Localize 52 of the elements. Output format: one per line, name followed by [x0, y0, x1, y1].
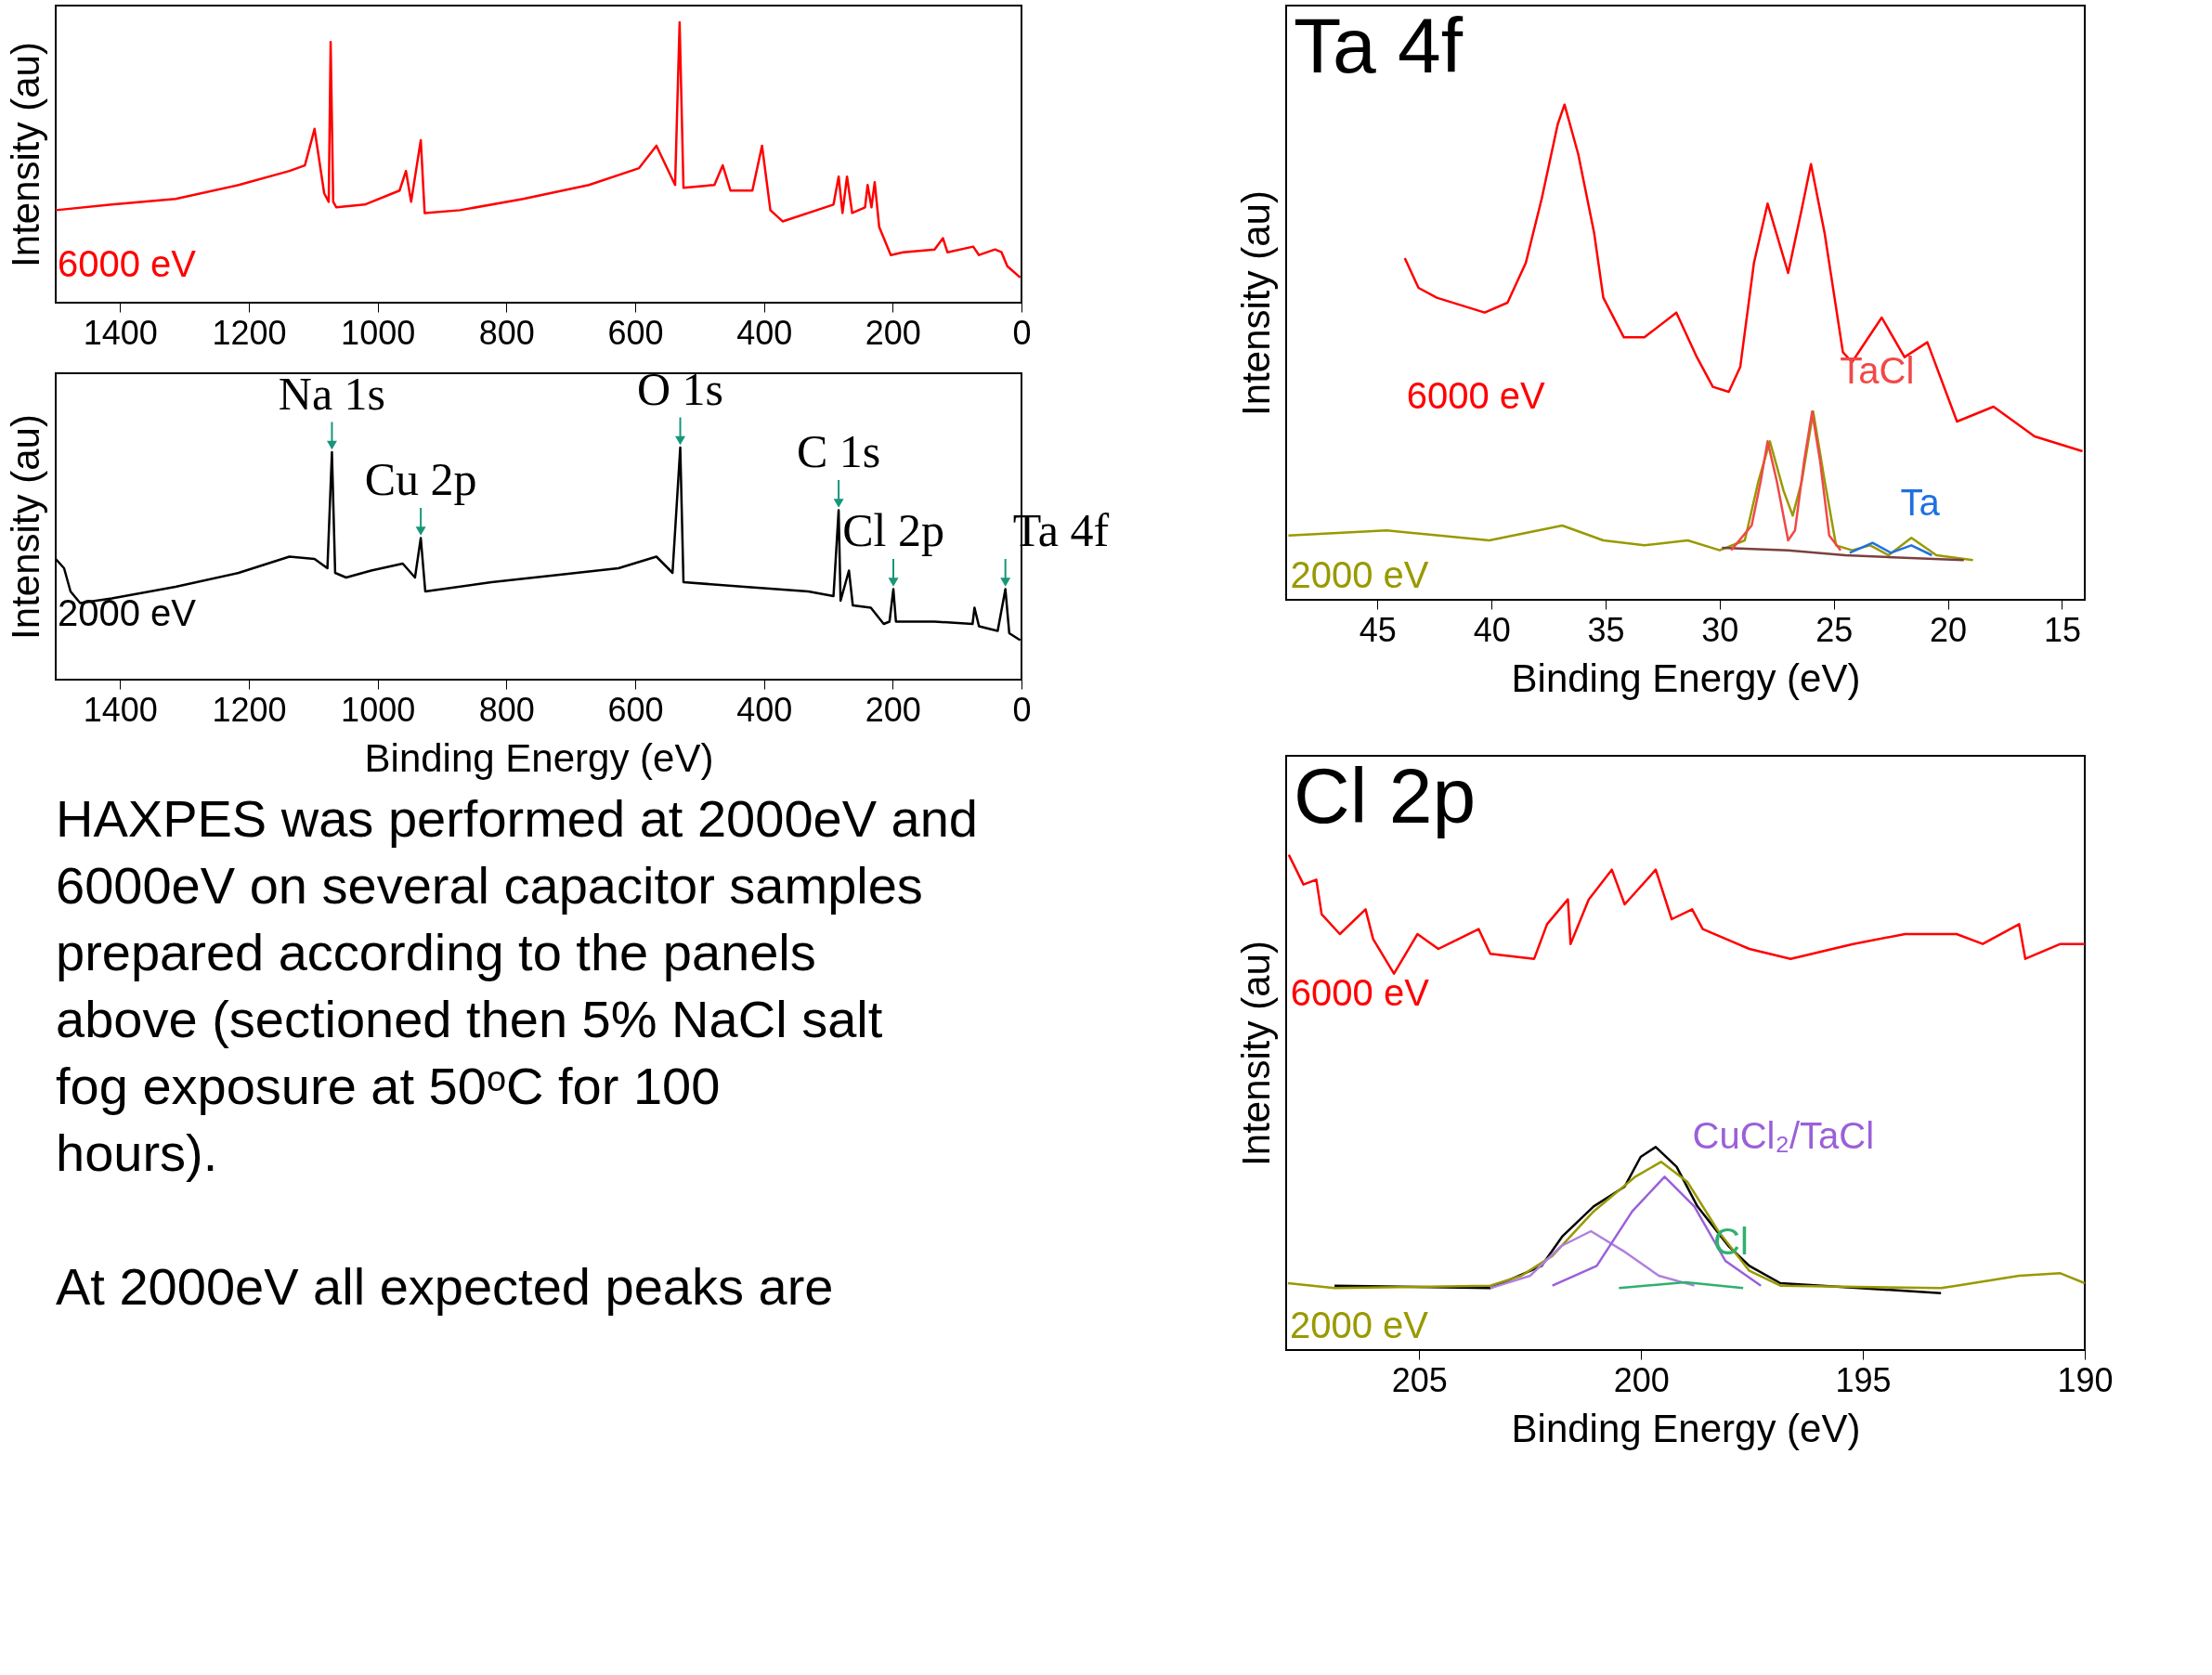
- x-tick-label: 200: [865, 313, 921, 352]
- text: 6000 eV: [1406, 375, 1546, 416]
- chart-title: Ta 4f: [1294, 2, 1464, 89]
- series-label: 2000 eV: [58, 592, 197, 633]
- x-tick-label: 1400: [83, 690, 158, 729]
- x-tick-label: 0: [1012, 313, 1032, 352]
- series-label: TaCl: [1840, 350, 1915, 392]
- x-tick-label: 35: [1587, 610, 1625, 649]
- series-label: CuCl₂/TaCl: [1692, 1115, 1875, 1157]
- x-axis-title: Binding Energy (eV): [364, 735, 714, 780]
- series-label: 2000 eV: [1289, 1305, 1429, 1345]
- series-label: Ta: [1900, 481, 1941, 523]
- x-tick-label: 800: [478, 313, 535, 352]
- x-tick-label: 1000: [341, 313, 416, 352]
- text: HAXPES was performed at 2000eV and 6000eV on several capacitor samples prepared according to the panels above (sectioned then 5% NaCl salt fog exposure at 50ᵒC for 100 hours).: [56, 789, 979, 1182]
- x-tick-label: 0: [1012, 690, 1032, 729]
- y-axis-title: Intensity (au): [1233, 941, 1278, 1166]
- x-tick-label: 1400: [83, 313, 158, 352]
- x-tick-label: 1000: [341, 690, 416, 729]
- annotation: Na 1s: [278, 367, 386, 420]
- x-tick-label: 200: [865, 690, 921, 729]
- x-tick-label: 1200: [212, 313, 287, 352]
- x-tick-label: 25: [1815, 610, 1854, 649]
- x-tick-label: 600: [607, 313, 664, 352]
- series-label: 2000 eV: [1290, 554, 1429, 595]
- x-tick-label: 1200: [212, 690, 287, 729]
- y-axis-title: Intensity (au): [1233, 190, 1278, 416]
- x-tick-label: 45: [1359, 610, 1397, 649]
- chart-title: Cl 2p: [1294, 752, 1477, 839]
- x-tick-label: 190: [2057, 1360, 2114, 1399]
- y-axis-title: Intensity (au): [3, 414, 47, 640]
- series-label: 6000 eV: [58, 243, 197, 285]
- annotation: Cu 2p: [364, 453, 477, 505]
- x-tick-label: 600: [607, 690, 664, 729]
- x-tick-label: 200: [1613, 1360, 1670, 1399]
- annotation: O 1s: [636, 362, 724, 415]
- x-tick-label: 15: [2043, 610, 2081, 649]
- y-axis-title: Intensity (au): [3, 42, 47, 267]
- x-tick-label: 400: [736, 690, 793, 729]
- annotation: C 1s: [796, 425, 881, 477]
- annotation: Cl 2p: [842, 504, 944, 556]
- x-axis-title: Binding Energy (eV): [1511, 656, 1861, 700]
- x-tick-label: 400: [736, 313, 793, 352]
- x-tick-label: 205: [1391, 1360, 1448, 1399]
- text: At 2000eV all expected peaks are: [56, 1257, 834, 1316]
- x-axis-title: Binding Energy (eV): [1511, 1406, 1861, 1450]
- x-tick-label: 40: [1473, 610, 1511, 649]
- series-label: 6000 eV: [1290, 971, 1430, 1013]
- x-tick-label: 800: [478, 690, 535, 729]
- x-tick-label: 30: [1701, 610, 1739, 649]
- x-tick-label: 20: [1930, 610, 1968, 649]
- x-tick-label: 195: [1835, 1360, 1892, 1399]
